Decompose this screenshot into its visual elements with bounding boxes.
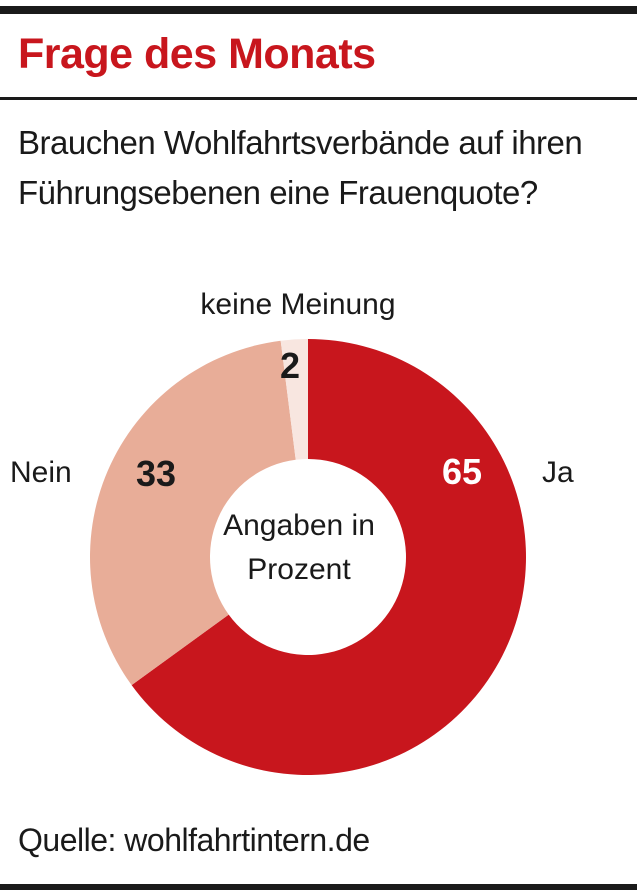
bottom-rule: [0, 884, 637, 890]
top-rule: [0, 6, 637, 14]
category-label-nein: Nein: [10, 456, 72, 489]
category-label-ja: Ja: [542, 456, 574, 489]
value-label-ja: 65: [442, 451, 482, 492]
value-label-nein: 33: [136, 453, 176, 494]
chart-slices: [90, 339, 527, 775]
source-credit: Quelle: wohlfahrtintern.de: [18, 822, 370, 858]
center-label-line-2: Prozent: [247, 553, 351, 586]
slice-ja: [131, 339, 527, 775]
page-title: Frage des Monats: [18, 30, 376, 78]
survey-question: Brauchen Wohlfahrtsverbände auf ihren Fü…: [18, 124, 583, 211]
center-label-line-1: Angaben in: [223, 509, 375, 542]
chart-value-labels: 65 33 2: [136, 345, 482, 494]
value-label-keine-meinung: 2: [280, 345, 300, 386]
chart-center-label: Angaben in Prozent: [223, 509, 375, 586]
header-divider: [0, 97, 637, 100]
category-label-keine-meinung: keine Meinung: [200, 288, 395, 321]
donut-chart: 65 33 2 Ja Nein keine Meinung Angaben in Pro…: [10, 288, 574, 775]
slice-nein: [90, 340, 296, 686]
chart-category-labels: Ja Nein keine Meinung: [10, 288, 574, 489]
slice-keine-meinung: [280, 339, 308, 460]
